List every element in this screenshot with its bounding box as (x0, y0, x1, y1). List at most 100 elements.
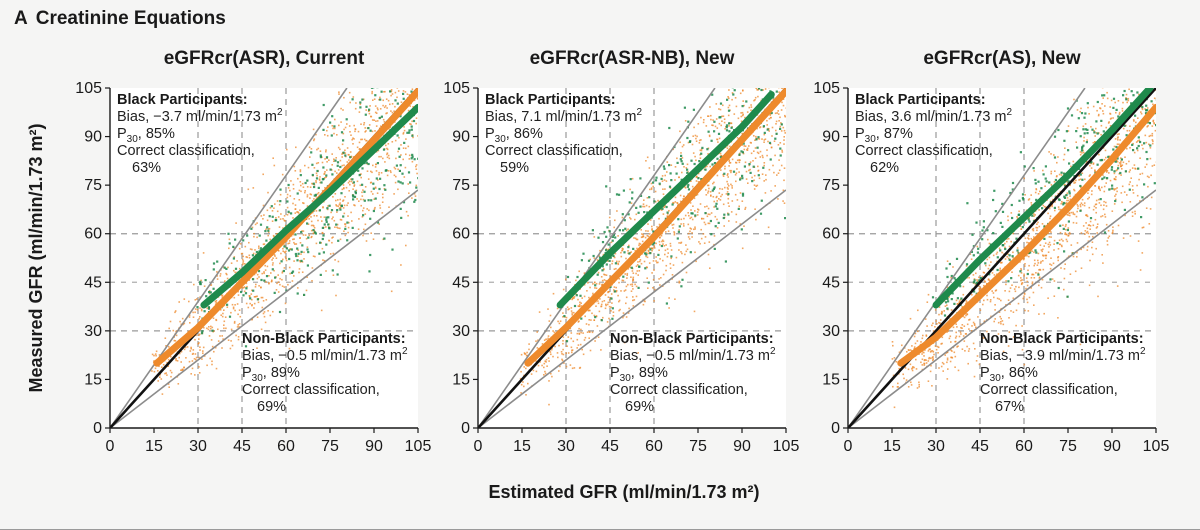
scatter-point-nonblack (783, 136, 785, 138)
scatter-point-nonblack (755, 87, 757, 89)
scatter-point-nonblack (405, 148, 407, 150)
scatter-point-nonblack (341, 156, 343, 158)
scatter-point-nonblack (571, 332, 573, 334)
scatter-point-nonblack (1123, 128, 1125, 130)
scatter-point-nonblack (720, 199, 722, 201)
scatter-point-nonblack (1033, 304, 1035, 306)
scatter-point-black (765, 20, 767, 22)
scatter-point-black (413, 80, 415, 82)
scatter-point-nonblack (1003, 324, 1005, 326)
scatter-point-nonblack (1015, 286, 1017, 288)
scatter-point-black (680, 155, 682, 157)
scatter-point-black (288, 258, 290, 260)
scatter-point-nonblack (419, 151, 421, 153)
scatter-point-nonblack (690, 227, 692, 229)
scatter-point-nonblack (622, 280, 624, 282)
scatter-point-nonblack (387, 157, 389, 159)
y-tick-label: 90 (84, 129, 102, 146)
scatter-point-black (670, 255, 672, 257)
scatter-point-nonblack (643, 304, 645, 306)
scatter-point-nonblack (716, 103, 718, 105)
scatter-point-nonblack (781, 102, 783, 104)
scatter-point-nonblack (607, 292, 609, 294)
scatter-point-nonblack (678, 242, 680, 244)
scatter-point-nonblack (663, 193, 665, 195)
scatter-point-nonblack (344, 205, 346, 207)
scatter-point-nonblack (1063, 159, 1065, 161)
scatter-point-nonblack (277, 274, 279, 276)
scatter-point-black (784, 26, 786, 28)
scatter-point-nonblack (1090, 126, 1092, 128)
scatter-point-nonblack (316, 215, 318, 217)
scatter-point-nonblack (279, 226, 281, 228)
scatter-point-nonblack (578, 333, 580, 335)
scatter-point-nonblack (778, 144, 780, 146)
scatter-point-nonblack (528, 349, 530, 351)
scatter-point-nonblack (1114, 173, 1116, 175)
scatter-point-black (779, 128, 781, 130)
scatter-point-black (419, 100, 421, 102)
scatter-point-nonblack (1097, 226, 1099, 228)
scatter-point-nonblack (694, 156, 696, 158)
scatter-point-nonblack (294, 243, 296, 245)
scatter-point-nonblack (365, 224, 367, 226)
scatter-point-nonblack (662, 260, 664, 262)
scatter-point-nonblack (196, 298, 198, 300)
scatter-point-black (597, 274, 599, 276)
scatter-point-nonblack (1063, 289, 1065, 291)
scatter-point-nonblack (371, 93, 373, 95)
scatter-point-nonblack (1157, 41, 1159, 43)
scatter-point-nonblack (1027, 237, 1029, 239)
scatter-point-nonblack (343, 207, 345, 209)
scatter-point-nonblack (314, 227, 316, 229)
scatter-point-nonblack (198, 318, 200, 320)
scatter-point-nonblack (312, 267, 314, 269)
scatter-point-nonblack (420, 16, 422, 18)
scatter-point-nonblack (420, 31, 422, 33)
scatter-point-nonblack (1128, 98, 1130, 100)
scatter-point-nonblack (651, 183, 653, 185)
scatter-point-nonblack (278, 291, 280, 293)
scatter-point-black (335, 224, 337, 226)
scatter-point-nonblack (719, 138, 721, 140)
scatter-point-nonblack (633, 272, 635, 274)
scatter-point-nonblack (1135, 64, 1137, 66)
scatter-point-nonblack (678, 249, 680, 251)
scatter-point-nonblack (1137, 117, 1139, 119)
scatter-point-black (768, 85, 770, 87)
scatter-point-nonblack (526, 352, 528, 354)
scatter-point-nonblack (306, 238, 308, 240)
scatter-point-black (612, 307, 614, 309)
scatter-point-nonblack (199, 316, 201, 318)
scatter-point-nonblack (766, 64, 768, 66)
scatter-point-black (687, 121, 689, 123)
scatter-point-nonblack (765, 57, 767, 59)
scatter-point-nonblack (1075, 141, 1077, 143)
scatter-point-nonblack (1101, 103, 1103, 105)
scatter-point-nonblack (229, 239, 231, 241)
scatter-point-nonblack (749, 169, 751, 171)
scatter-point-nonblack (190, 350, 192, 352)
scatter-point-nonblack (238, 294, 240, 296)
scatter-point-nonblack (1083, 137, 1085, 139)
scatter-point-nonblack (721, 120, 723, 122)
scatter-point-nonblack (623, 312, 625, 314)
scatter-point-nonblack (558, 345, 560, 347)
scatter-point-nonblack (1143, 76, 1145, 78)
scatter-point-nonblack (652, 287, 654, 289)
scatter-point-nonblack (611, 302, 613, 304)
scatter-point-black (414, 158, 416, 160)
scatter-point-nonblack (966, 265, 968, 267)
scatter-point-nonblack (892, 386, 894, 388)
scatter-point-nonblack (906, 351, 908, 353)
scatter-point-nonblack (701, 218, 703, 220)
scatter-point-black (775, 45, 777, 47)
scatter-point-black (786, 84, 788, 86)
scatter-point-nonblack (668, 230, 670, 232)
scatter-point-nonblack (347, 202, 349, 204)
scatter-point-nonblack (544, 371, 546, 373)
scatter-point-nonblack (282, 285, 284, 287)
scatter-point-black (723, 214, 725, 216)
scatter-point-nonblack (348, 182, 350, 184)
